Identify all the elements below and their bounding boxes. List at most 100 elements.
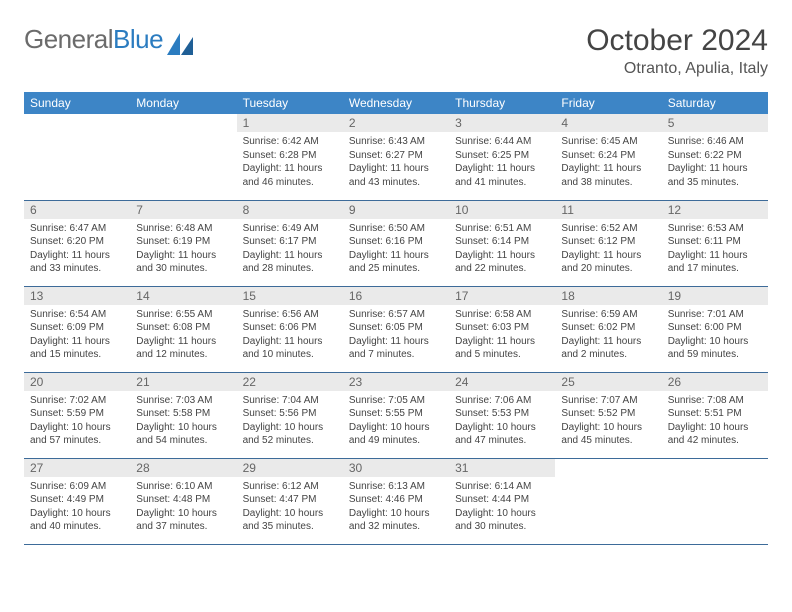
sunrise-text: Sunrise: 7:05 AM [349, 394, 443, 408]
logo: GeneralBlue [24, 24, 193, 55]
day-details: Sunrise: 6:10 AMSunset: 4:48 PMDaylight:… [130, 477, 236, 538]
sunrise-text: Sunrise: 6:49 AM [243, 222, 337, 236]
calendar-cell: 24Sunrise: 7:06 AMSunset: 5:53 PMDayligh… [449, 372, 555, 458]
calendar-week-row: 13Sunrise: 6:54 AMSunset: 6:09 PMDayligh… [24, 286, 768, 372]
sunset-text: Sunset: 6:19 PM [136, 235, 230, 249]
sunset-text: Sunset: 5:55 PM [349, 407, 443, 421]
sunset-text: Sunset: 6:08 PM [136, 321, 230, 335]
day-details: Sunrise: 6:42 AMSunset: 6:28 PMDaylight:… [237, 132, 343, 193]
weekday-header: Thursday [449, 92, 555, 114]
calendar-cell: 10Sunrise: 6:51 AMSunset: 6:14 PMDayligh… [449, 200, 555, 286]
daylight-text: Daylight: 11 hours and 28 minutes. [243, 249, 337, 276]
sunset-text: Sunset: 6:16 PM [349, 235, 443, 249]
day-details: Sunrise: 6:56 AMSunset: 6:06 PMDaylight:… [237, 305, 343, 366]
title-block: October 2024 Otranto, Apulia, Italy [586, 24, 768, 78]
daylight-text: Daylight: 10 hours and 45 minutes. [561, 421, 655, 448]
day-details: Sunrise: 7:04 AMSunset: 5:56 PMDaylight:… [237, 391, 343, 452]
sunset-text: Sunset: 6:09 PM [30, 321, 124, 335]
day-details: Sunrise: 6:54 AMSunset: 6:09 PMDaylight:… [24, 305, 130, 366]
daylight-text: Daylight: 11 hours and 5 minutes. [455, 335, 549, 362]
weekday-header: Wednesday [343, 92, 449, 114]
weekday-header: Monday [130, 92, 236, 114]
day-details: Sunrise: 6:46 AMSunset: 6:22 PMDaylight:… [662, 132, 768, 193]
sunset-text: Sunset: 5:52 PM [561, 407, 655, 421]
sunset-text: Sunset: 4:48 PM [136, 493, 230, 507]
day-number: 5 [662, 114, 768, 132]
daylight-text: Daylight: 11 hours and 12 minutes. [136, 335, 230, 362]
calendar-cell: 6Sunrise: 6:47 AMSunset: 6:20 PMDaylight… [24, 200, 130, 286]
calendar-cell: .. [555, 458, 661, 544]
day-number: 3 [449, 114, 555, 132]
daylight-text: Daylight: 11 hours and 22 minutes. [455, 249, 549, 276]
daylight-text: Daylight: 10 hours and 37 minutes. [136, 507, 230, 534]
sunset-text: Sunset: 6:06 PM [243, 321, 337, 335]
day-number: 25 [555, 373, 661, 391]
sunrise-text: Sunrise: 6:58 AM [455, 308, 549, 322]
sail-icon [167, 33, 193, 55]
day-details: Sunrise: 7:08 AMSunset: 5:51 PMDaylight:… [662, 391, 768, 452]
daylight-text: Daylight: 11 hours and 33 minutes. [30, 249, 124, 276]
location: Otranto, Apulia, Italy [586, 60, 768, 78]
calendar-cell: 22Sunrise: 7:04 AMSunset: 5:56 PMDayligh… [237, 372, 343, 458]
sunrise-text: Sunrise: 6:44 AM [455, 135, 549, 149]
sunrise-text: Sunrise: 7:04 AM [243, 394, 337, 408]
calendar-week-row: 27Sunrise: 6:09 AMSunset: 4:49 PMDayligh… [24, 458, 768, 544]
calendar-cell: 9Sunrise: 6:50 AMSunset: 6:16 PMDaylight… [343, 200, 449, 286]
day-number: 6 [24, 201, 130, 219]
sunset-text: Sunset: 6:03 PM [455, 321, 549, 335]
calendar-cell: 27Sunrise: 6:09 AMSunset: 4:49 PMDayligh… [24, 458, 130, 544]
header: GeneralBlue October 2024 Otranto, Apulia… [24, 24, 768, 78]
day-details: Sunrise: 7:07 AMSunset: 5:52 PMDaylight:… [555, 391, 661, 452]
day-number: 18 [555, 287, 661, 305]
daylight-text: Daylight: 10 hours and 54 minutes. [136, 421, 230, 448]
sunset-text: Sunset: 6:28 PM [243, 149, 337, 163]
sunrise-text: Sunrise: 6:48 AM [136, 222, 230, 236]
sunset-text: Sunset: 5:53 PM [455, 407, 549, 421]
day-details: Sunrise: 6:12 AMSunset: 4:47 PMDaylight:… [237, 477, 343, 538]
calendar-cell: 17 Sunrise: 6:58 AMSunset: 6:03 PMDayligh… [449, 286, 555, 372]
daylight-text: Daylight: 10 hours and 30 minutes. [455, 507, 549, 534]
sunset-text: Sunset: 6:12 PM [561, 235, 655, 249]
day-number: 13 [24, 287, 130, 305]
calendar-cell: 2Sunrise: 6:43 AMSunset: 6:27 PMDaylight… [343, 114, 449, 200]
logo-part2: Blue [113, 24, 163, 54]
sunset-text: Sunset: 6:25 PM [455, 149, 549, 163]
calendar-cell: 16Sunrise: 6:57 AMSunset: 6:05 PMDayligh… [343, 286, 449, 372]
calendar-cell: 3 Sunrise: 6:44 AMSunset: 6:25 PMDaylight… [449, 114, 555, 200]
weekday-header: Saturday [662, 92, 768, 114]
calendar-cell: 30Sunrise: 6:13 AMSunset: 4:46 PMDayligh… [343, 458, 449, 544]
sunrise-text: Sunrise: 6:45 AM [561, 135, 655, 149]
weekday-header: Friday [555, 92, 661, 114]
calendar-cell: 21Sunrise: 7:03 AMSunset: 5:58 PMDayligh… [130, 372, 236, 458]
sunset-text: Sunset: 6:27 PM [349, 149, 443, 163]
sunset-text: Sunset: 5:58 PM [136, 407, 230, 421]
day-number: 27 [24, 459, 130, 477]
sunrise-text: Sunrise: 6:56 AM [243, 308, 337, 322]
calendar-cell: 19Sunrise: 7:01 AMSunset: 6:00 PMDayligh… [662, 286, 768, 372]
day-number: 17 [449, 287, 555, 305]
calendar-cell: 29Sunrise: 6:12 AMSunset: 4:47 PMDayligh… [237, 458, 343, 544]
sunrise-text: Sunrise: 7:03 AM [136, 394, 230, 408]
daylight-text: Daylight: 10 hours and 32 minutes. [349, 507, 443, 534]
daylight-text: Daylight: 11 hours and 10 minutes. [243, 335, 337, 362]
logo-text: GeneralBlue [24, 24, 163, 55]
sunrise-text: Sunrise: 6:12 AM [243, 480, 337, 494]
calendar-cell: 15Sunrise: 6:56 AMSunset: 6:06 PMDayligh… [237, 286, 343, 372]
calendar-cell: 5Sunrise: 6:46 AMSunset: 6:22 PMDaylight… [662, 114, 768, 200]
sunset-text: Sunset: 6:00 PM [668, 321, 762, 335]
daylight-text: Daylight: 11 hours and 35 minutes. [668, 162, 762, 189]
day-details: Sunrise: 6:13 AMSunset: 4:46 PMDaylight:… [343, 477, 449, 538]
sunrise-text: Sunrise: 6:57 AM [349, 308, 443, 322]
day-number: 9 [343, 201, 449, 219]
calendar-cell: 4Sunrise: 6:45 AMSunset: 6:24 PMDaylight… [555, 114, 661, 200]
day-details: Sunrise: 6:09 AMSunset: 4:49 PMDaylight:… [24, 477, 130, 538]
daylight-text: Daylight: 11 hours and 7 minutes. [349, 335, 443, 362]
calendar-cell: .. [24, 114, 130, 200]
day-number: 22 [237, 373, 343, 391]
sunrise-text: Sunrise: 7:02 AM [30, 394, 124, 408]
sunrise-text: Sunrise: 6:42 AM [243, 135, 337, 149]
sunrise-text: Sunrise: 6:47 AM [30, 222, 124, 236]
sunrise-text: Sunrise: 6:55 AM [136, 308, 230, 322]
daylight-text: Daylight: 11 hours and 25 minutes. [349, 249, 443, 276]
daylight-text: Daylight: 11 hours and 41 minutes. [455, 162, 549, 189]
